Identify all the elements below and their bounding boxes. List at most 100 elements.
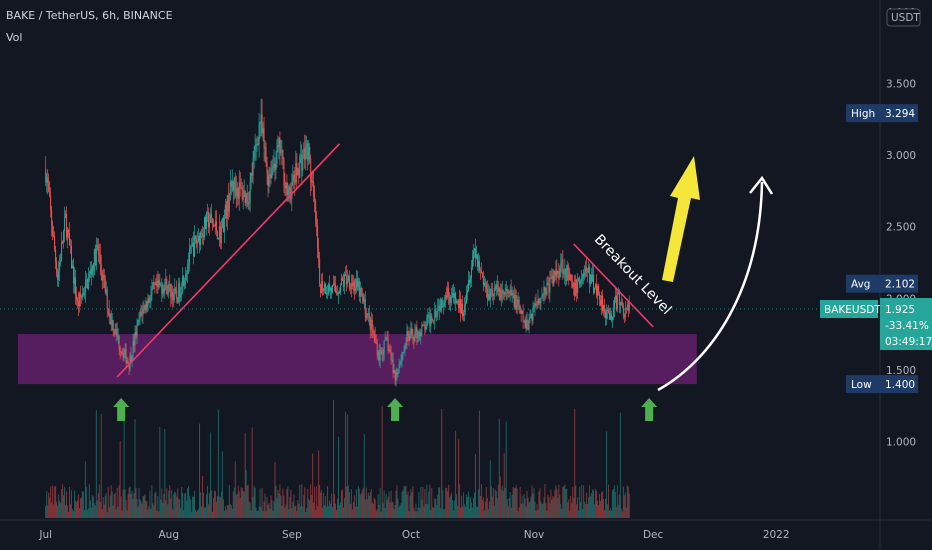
volume-bar xyxy=(120,496,122,518)
candle-body xyxy=(576,279,578,294)
candle-body xyxy=(504,290,506,295)
volume-bar xyxy=(256,511,258,518)
candle-body xyxy=(110,313,112,325)
volume-bar xyxy=(209,432,211,518)
candle-body xyxy=(109,313,111,318)
volume-bar xyxy=(612,488,614,518)
volume-bar xyxy=(509,491,511,518)
candle-body xyxy=(359,288,361,297)
volume-bar xyxy=(519,486,521,518)
candle-body xyxy=(204,217,206,229)
volume-bar xyxy=(390,490,392,518)
volume-bar xyxy=(436,505,438,518)
candle-body xyxy=(525,319,527,328)
candle-body xyxy=(564,268,566,274)
high-price-tag-value-bg xyxy=(880,104,918,123)
candle-body xyxy=(319,258,321,285)
volume-bar xyxy=(540,501,542,518)
candle-body xyxy=(431,315,433,320)
volume-bar xyxy=(274,461,276,518)
candle-body xyxy=(241,187,243,200)
volume-bar xyxy=(467,497,469,518)
volume-bar xyxy=(213,490,215,518)
volume-bar xyxy=(237,485,239,518)
volume-bar xyxy=(490,486,492,518)
candle-body xyxy=(347,275,349,281)
candle-body xyxy=(67,229,69,238)
candle-body xyxy=(78,293,80,307)
volume-bar xyxy=(303,495,305,518)
volume-bar xyxy=(160,499,162,518)
volume-bar xyxy=(587,503,589,518)
candle-body xyxy=(373,333,375,335)
candle-body xyxy=(499,288,501,300)
candle-body xyxy=(203,236,205,238)
volume-bar xyxy=(548,497,550,518)
candle-body xyxy=(436,316,438,318)
candle-body xyxy=(89,269,91,274)
candle-body xyxy=(329,284,331,291)
volume-bar xyxy=(412,486,414,518)
high-price-tag-label: High xyxy=(851,108,875,120)
candle-body xyxy=(378,351,380,361)
volume-bar xyxy=(527,497,529,518)
candle-body xyxy=(569,274,571,280)
volume-bar xyxy=(471,507,473,518)
volume-bar xyxy=(616,485,618,518)
volume-bar xyxy=(230,505,232,518)
candle-body xyxy=(483,282,485,286)
volume-bar xyxy=(58,494,60,518)
volume-bar xyxy=(96,500,98,518)
candle-body xyxy=(387,338,389,351)
volume-bar xyxy=(432,507,434,518)
candle-body xyxy=(149,301,151,303)
support-up-arrow-icon-1 xyxy=(387,398,404,421)
volume-bar xyxy=(510,507,512,518)
volume-bar xyxy=(327,486,329,518)
volume-bar xyxy=(529,501,531,518)
volume-bar xyxy=(296,511,298,518)
current-price-tag-bg xyxy=(880,297,932,350)
volume-bar xyxy=(232,491,234,518)
volume-bar xyxy=(518,507,520,518)
candle-body xyxy=(330,287,332,291)
volume-bar xyxy=(246,485,248,518)
volume-bar xyxy=(64,487,66,518)
low-price-tag-label-bg xyxy=(846,375,880,394)
candle-body xyxy=(469,278,471,283)
y-tick-label: 3.000 xyxy=(886,150,916,162)
volume-bar xyxy=(544,484,546,518)
volume-bar xyxy=(227,504,229,518)
volume-bar xyxy=(354,506,356,518)
volume-bar xyxy=(145,500,147,518)
volume-bar xyxy=(180,508,182,518)
volume-bar xyxy=(407,491,409,518)
candle-body xyxy=(383,340,385,354)
candle-body xyxy=(86,279,88,289)
candle-body xyxy=(397,373,399,375)
time-axis[interactable] xyxy=(0,520,932,550)
volume-bar xyxy=(114,492,116,518)
volume-bar xyxy=(82,491,84,518)
volume-bar xyxy=(170,498,172,518)
candle-body xyxy=(306,143,308,146)
volume-bar xyxy=(422,487,424,518)
candle-body xyxy=(615,295,617,310)
volume-bar xyxy=(411,492,413,518)
candle-body xyxy=(614,295,616,300)
volume-bar xyxy=(391,501,393,518)
candle-body xyxy=(390,352,392,360)
candle-body xyxy=(518,299,520,306)
volume-bar xyxy=(143,496,145,518)
candle-body xyxy=(357,281,359,287)
price-axis[interactable] xyxy=(880,0,932,520)
volume-bar xyxy=(171,489,173,518)
volume-bar xyxy=(279,484,281,518)
candle-body xyxy=(190,246,192,249)
volume-bar xyxy=(589,485,591,518)
volume-bar xyxy=(243,491,245,518)
candle-body xyxy=(96,244,98,247)
candle-body xyxy=(104,279,106,293)
candle-body xyxy=(186,273,188,275)
